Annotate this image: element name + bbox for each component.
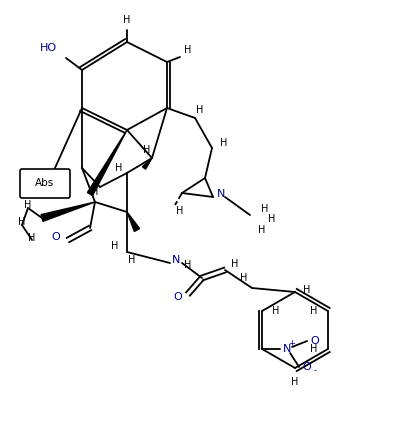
Text: O: O xyxy=(173,292,183,302)
Text: H: H xyxy=(184,260,192,270)
Text: H: H xyxy=(310,344,318,354)
Text: H: H xyxy=(196,105,204,115)
Polygon shape xyxy=(88,130,127,195)
Text: N: N xyxy=(172,255,180,265)
Text: H: H xyxy=(220,138,228,148)
Text: H: H xyxy=(231,259,239,269)
Text: H: H xyxy=(303,285,311,295)
Text: H: H xyxy=(184,45,192,55)
Text: H: H xyxy=(18,217,26,227)
Text: H: H xyxy=(111,241,119,251)
Text: H: H xyxy=(128,255,136,265)
Polygon shape xyxy=(127,212,140,231)
Text: H: H xyxy=(28,233,36,243)
Text: H: H xyxy=(240,273,248,283)
Text: H: H xyxy=(272,306,280,316)
FancyBboxPatch shape xyxy=(20,169,70,198)
Text: O: O xyxy=(311,336,320,346)
Text: H: H xyxy=(115,163,123,173)
Text: H: H xyxy=(143,145,151,155)
Text: Abs: Abs xyxy=(35,178,55,188)
Text: +: + xyxy=(289,339,295,347)
Text: H: H xyxy=(123,15,131,25)
Text: H: H xyxy=(261,204,269,214)
Text: H: H xyxy=(268,214,276,224)
Text: N: N xyxy=(283,344,291,354)
Text: H: H xyxy=(176,206,184,216)
Text: O: O xyxy=(303,362,312,372)
Text: H: H xyxy=(258,225,266,235)
Text: O: O xyxy=(51,232,60,242)
Polygon shape xyxy=(143,158,152,169)
Text: H: H xyxy=(24,200,32,210)
Text: N: N xyxy=(217,189,225,199)
Polygon shape xyxy=(41,202,95,221)
Text: HO: HO xyxy=(40,43,57,53)
Text: -: - xyxy=(314,367,316,376)
Text: H: H xyxy=(310,306,318,316)
Text: H: H xyxy=(91,187,99,197)
Text: H: H xyxy=(291,377,299,387)
